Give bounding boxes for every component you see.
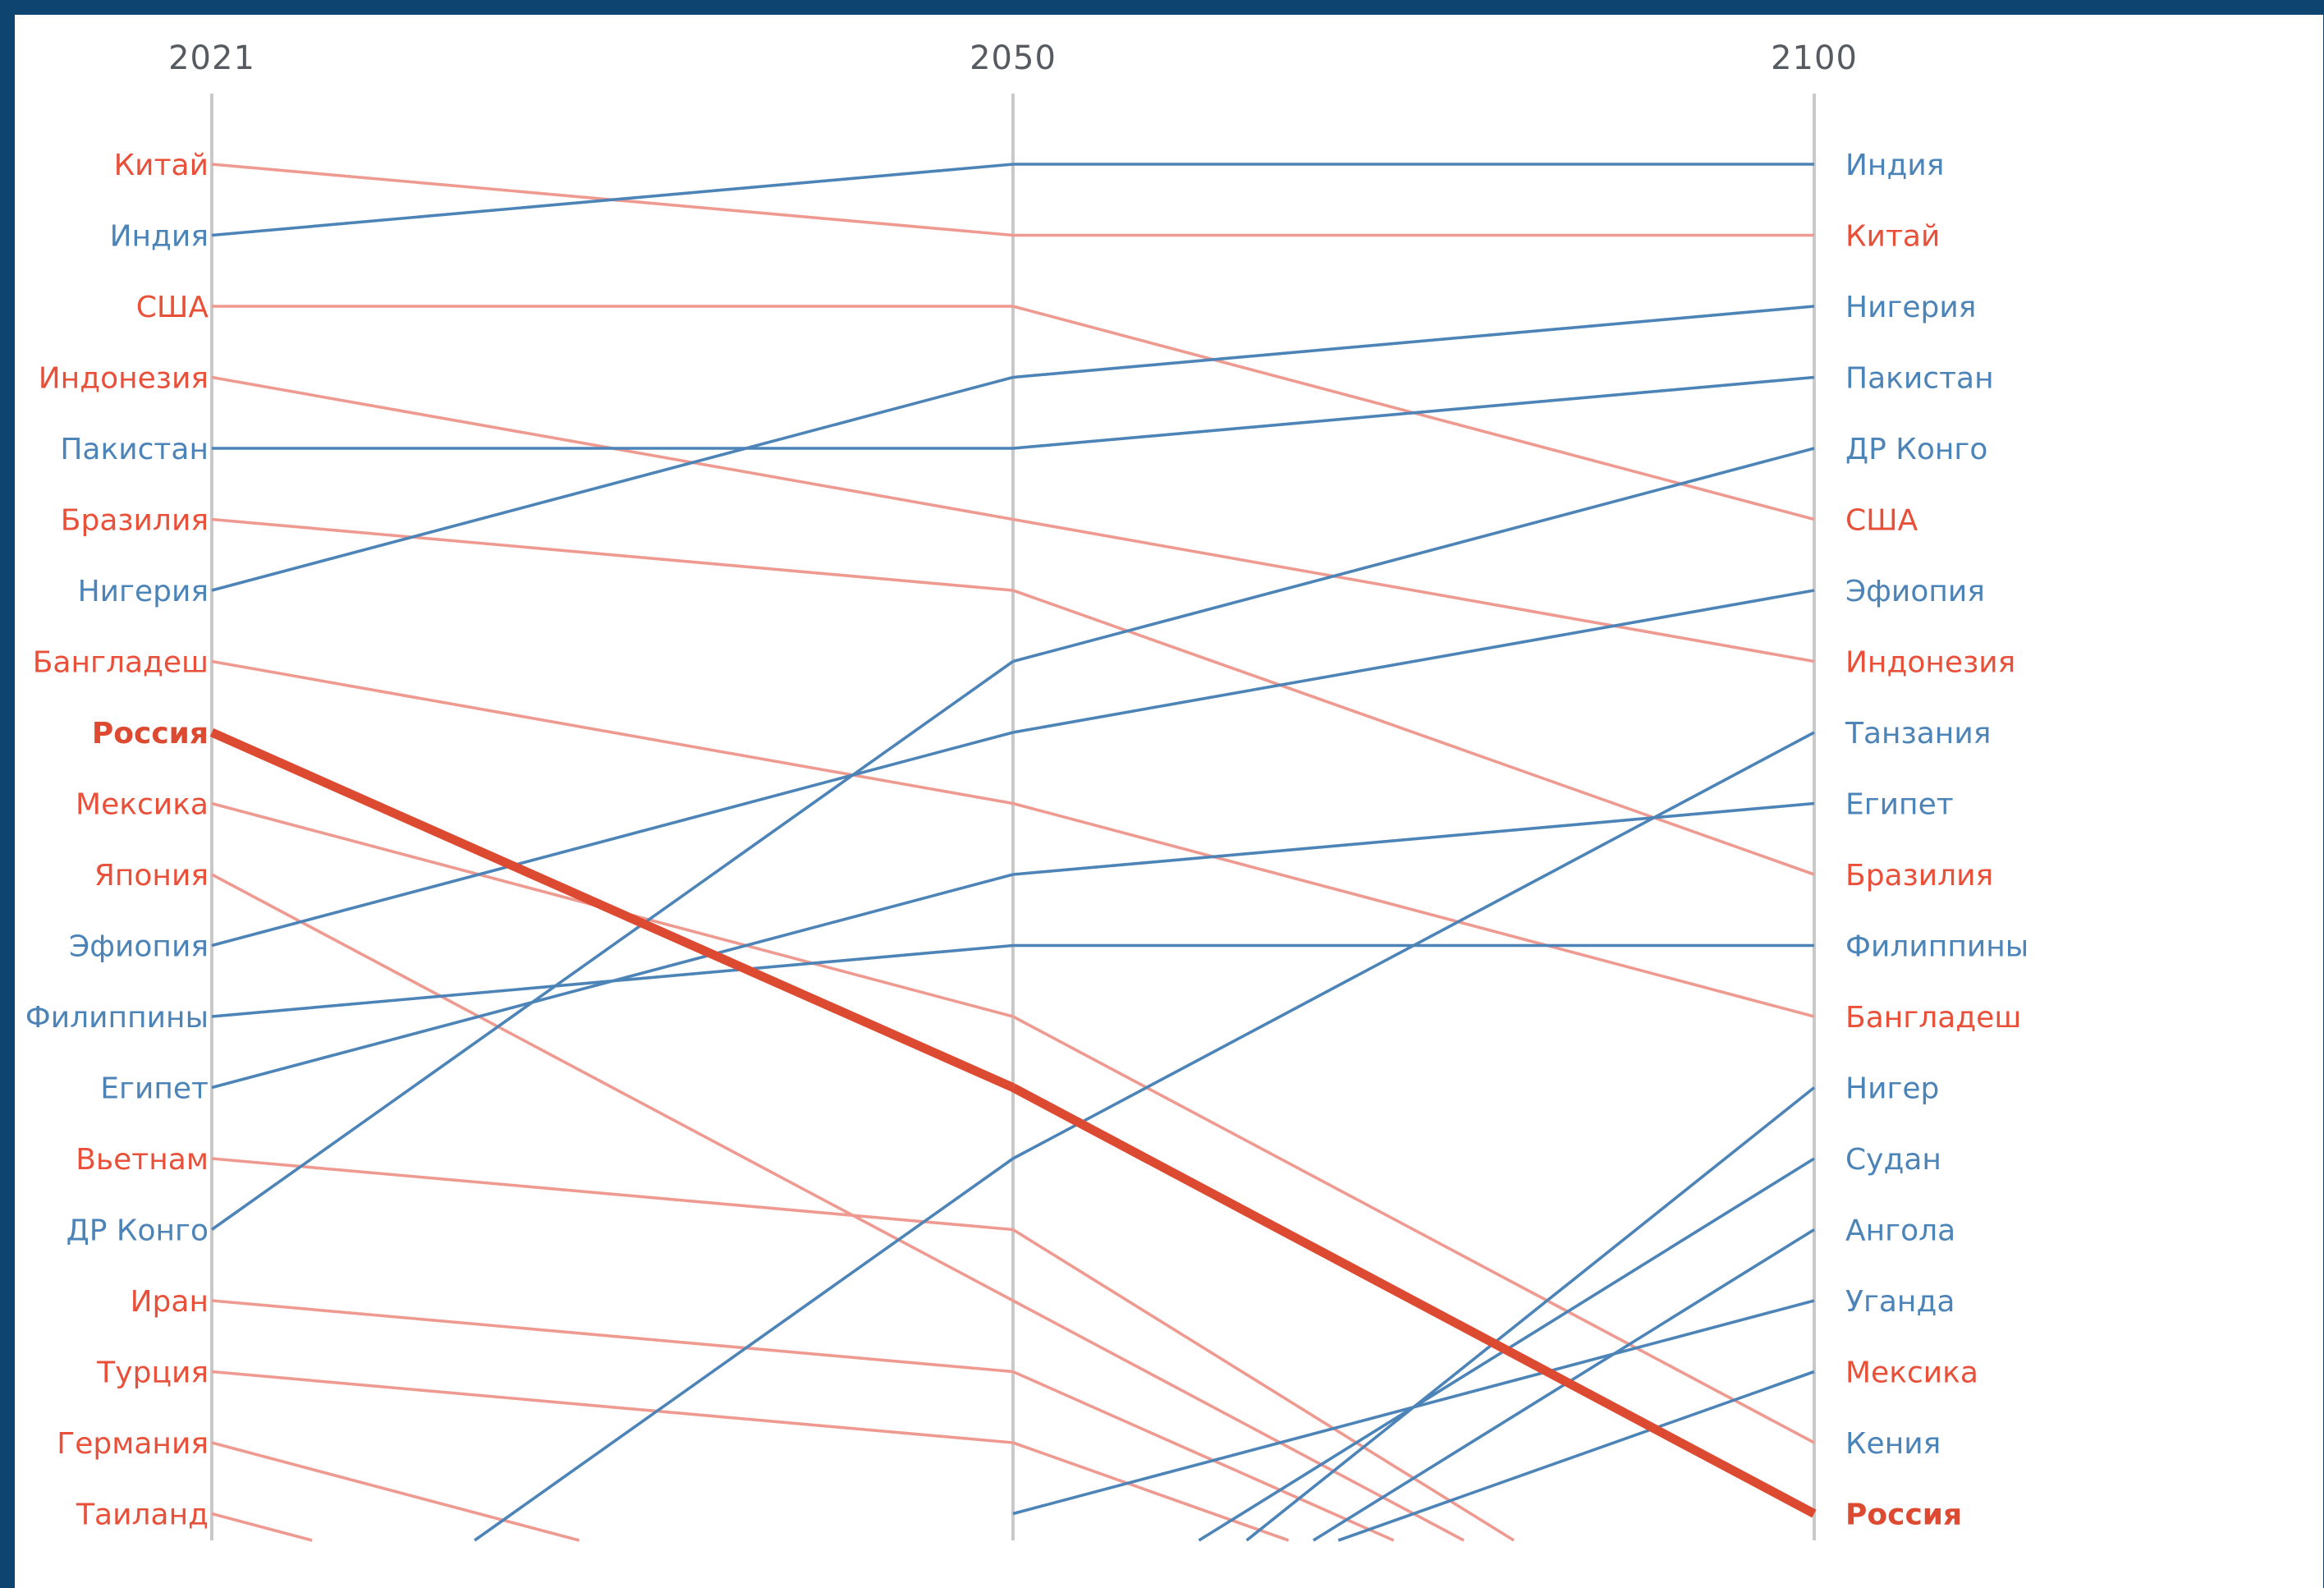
label-2021-Мексика: Мексика bbox=[76, 788, 209, 822]
series-line-Япония-2050-2100 bbox=[1012, 1299, 1465, 1542]
series-line-ДР-Конго-2050-2100 bbox=[1012, 447, 1815, 663]
series-line-Танзания-2021-2050 bbox=[474, 1157, 1015, 1542]
series-line-Бразилия-2021-2050 bbox=[211, 517, 1014, 592]
series-line-Индонезия-2050-2100 bbox=[1012, 517, 1815, 663]
series-line-Турция-2021-2050 bbox=[211, 1370, 1014, 1444]
label-2100-Россия: Россия bbox=[1845, 1499, 1962, 1532]
series-line-Вьетнам-2021-2050 bbox=[211, 1157, 1014, 1232]
label-2100-Кения: Кения bbox=[1845, 1427, 1941, 1461]
chart-panel: 2021 2050 2100 Китай Индия США Индонезия Пакис… bbox=[15, 15, 2323, 1588]
series-line-Египет-2021-2050 bbox=[211, 873, 1014, 1090]
series-line-Иран-2050-2100 bbox=[1012, 1370, 1395, 1542]
label-2021-Эфиопия: Эфиопия bbox=[69, 930, 209, 964]
label-2021-Вьетнам: Вьетнам bbox=[76, 1143, 209, 1177]
label-2100-Эфиопия: Эфиопия bbox=[1845, 575, 1985, 608]
label-2021-Бразилия: Бразилия bbox=[61, 504, 209, 538]
label-2100-Танзания: Танзания bbox=[1845, 717, 1991, 750]
series-line-Япония-2021-2050 bbox=[211, 873, 1014, 1302]
label-2100-Бразилия: Бразилия bbox=[1845, 859, 1993, 893]
labels-2021-group: Китай Индия США Индонезия Пакистан Бразилия Ни… bbox=[25, 149, 209, 1532]
label-2021-Турция: Турция bbox=[96, 1356, 209, 1390]
label-2100-Ангола: Ангола bbox=[1845, 1214, 1955, 1248]
label-2100-Мексика: Мексика bbox=[1845, 1356, 1978, 1390]
label-2100-Пакистан: Пакистан bbox=[1845, 362, 1994, 396]
label-2021-США: США bbox=[136, 291, 209, 324]
labels-2100-group: Индия Китай Нигерия Пакистан ДР Конго США Эфио… bbox=[1845, 149, 2028, 1532]
series-line-Индия-2021-2050 bbox=[211, 163, 1014, 237]
label-2021-Германия: Германия bbox=[57, 1427, 209, 1461]
series-line-Мексика-2050-2100 bbox=[1012, 1015, 1815, 1444]
series-line-Танзания-2050-2100 bbox=[1012, 731, 1815, 1160]
series-line-Нигерия-2021-2050 bbox=[211, 375, 1014, 592]
label-2021-Египет: Египет bbox=[100, 1072, 209, 1106]
axis-year-label: 2021 bbox=[168, 39, 255, 77]
series-line-Иран-2021-2050 bbox=[211, 1299, 1014, 1374]
axis-year-label: 2100 bbox=[1771, 39, 1858, 77]
label-2100-ДР-Конго: ДР Конго bbox=[1845, 433, 1987, 466]
label-2100-Индонезия: Индонезия bbox=[1845, 646, 2015, 680]
label-2100-США: США bbox=[1845, 504, 1918, 538]
label-2021-Россия: Россия bbox=[92, 717, 209, 750]
label-2021-Бангладеш: Бангладеш bbox=[33, 646, 209, 680]
axis-year-label: 2050 bbox=[969, 39, 1057, 77]
label-2021-Индонезия: Индонезия bbox=[39, 362, 209, 396]
axes-group: 2021 2050 2100 bbox=[168, 39, 1858, 1540]
label-2021-Нигерия: Нигерия bbox=[78, 575, 209, 608]
series-line-Бангладеш-2050-2100 bbox=[1012, 801, 1815, 1018]
series-line-Вьетнам-2050-2100 bbox=[1012, 1228, 1515, 1542]
series-line-Россия-2021-2050 bbox=[209, 727, 1015, 1092]
label-2021-Индия: Индия bbox=[110, 220, 209, 254]
label-2100-Бангладеш: Бангладеш bbox=[1845, 1001, 2021, 1035]
label-2021-Филиппины: Филиппины bbox=[25, 1001, 209, 1035]
slope-chart: 2021 2050 2100 Китай Индия США Индонезия Пакис… bbox=[25, 39, 2028, 1542]
series-line-Германия-2021-2050 bbox=[211, 1441, 580, 1542]
series-line-Бразилия-2050-2100 bbox=[1012, 589, 1815, 876]
series-line-Таиланд-2021-2050 bbox=[211, 1512, 313, 1542]
label-2021-Япония: Япония bbox=[94, 859, 209, 893]
series-line-Нигер-2050-2100 bbox=[1245, 1086, 1816, 1542]
series-line-Эфиопия-2021-2050 bbox=[211, 731, 1014, 948]
label-2100-Уганда: Уганда bbox=[1845, 1285, 1955, 1319]
label-2021-Таиланд: Таиланд bbox=[76, 1499, 209, 1532]
label-2100-Египет: Египет bbox=[1845, 788, 1954, 822]
lines-group bbox=[210, 163, 1816, 1542]
label-2100-Филиппины: Филиппины bbox=[1845, 930, 2028, 964]
series-line-Уганда-2050-2100 bbox=[1012, 1299, 1815, 1516]
label-2100-Нигер: Нигер bbox=[1845, 1072, 1939, 1106]
series-line-Бангладеш-2021-2050 bbox=[211, 659, 1014, 805]
label-2021-Иран: Иран bbox=[131, 1285, 209, 1319]
label-2100-Судан: Судан bbox=[1845, 1143, 1941, 1177]
label-2021-ДР-Конго: ДР Конго bbox=[66, 1214, 209, 1248]
label-2100-Нигерия: Нигерия bbox=[1845, 291, 1976, 324]
label-2100-Индия: Индия bbox=[1845, 149, 1944, 182]
series-line-ДР-Конго-2021-2050 bbox=[210, 660, 1015, 1231]
series-line-Нигерия-2050-2100 bbox=[1012, 305, 1815, 379]
series-line-Россия-2050-2100 bbox=[1011, 1083, 1817, 1518]
highlight-group bbox=[209, 727, 1817, 1518]
series-line-Египет-2050-2100 bbox=[1012, 801, 1815, 876]
label-2021-Китай: Китай bbox=[114, 149, 209, 182]
series-line-Кения-2050-2100 bbox=[1337, 1370, 1815, 1542]
label-2021-Пакистан: Пакистан bbox=[60, 433, 209, 466]
series-line-Турция-2050-2100 bbox=[1012, 1441, 1290, 1542]
label-2100-Китай: Китай bbox=[1845, 220, 1940, 254]
series-line-Эфиопия-2050-2100 bbox=[1012, 589, 1815, 734]
series-line-Пакистан-2050-2100 bbox=[1012, 375, 1815, 450]
